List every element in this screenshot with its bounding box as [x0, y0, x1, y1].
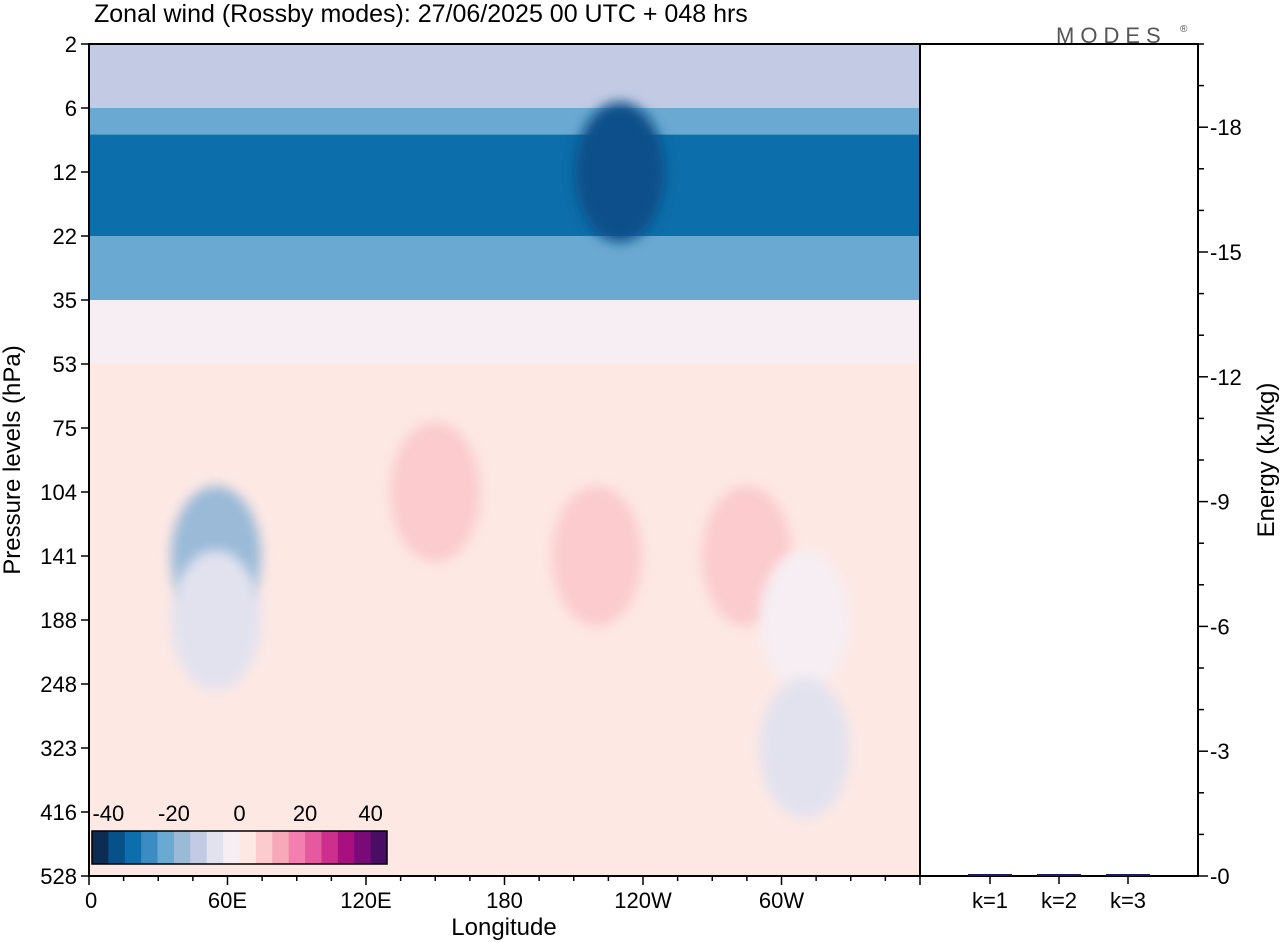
energy-bar [1037, 874, 1081, 876]
colorbar-label: 0 [233, 801, 245, 826]
y-tick-label: 53 [53, 352, 77, 377]
wind-patch [574, 102, 665, 242]
heatmap-area [89, 44, 920, 876]
colorbar-swatch [370, 831, 388, 864]
x-tick-label: 60W [759, 888, 804, 913]
y-tick-label: 22 [53, 224, 77, 249]
colorbar-swatch [288, 831, 306, 864]
colorbar-swatch [141, 831, 159, 864]
colorbar-swatch [272, 831, 290, 864]
colorbar-swatch [190, 831, 208, 864]
wind-patch [551, 486, 642, 626]
energy-tick-label: -6 [1210, 614, 1230, 639]
colorbar-swatch [173, 831, 191, 864]
k-label: k=2 [1041, 888, 1077, 913]
x-axis-label: Longitude [451, 914, 556, 941]
y-tick-label: 104 [40, 480, 77, 505]
y-tick-label: 75 [53, 416, 77, 441]
wind-patch [759, 550, 850, 690]
colorbar-swatch [206, 831, 224, 864]
energy-axis-label: Energy (kJ/kg) [1253, 383, 1280, 538]
y-tick-label: 323 [40, 736, 77, 761]
colorbar-swatch [124, 831, 142, 864]
colorbar-label: -20 [158, 801, 190, 826]
colorbar-swatch [92, 831, 109, 864]
modes-logo-mark: ® [1180, 24, 1188, 35]
energy-tick-label: -0 [1210, 864, 1230, 889]
x-tick-label: 60E [208, 888, 247, 913]
pressure-axis: 2 6 12 22 35 53 75 104 141 188 248 323 416 528 [40, 32, 89, 889]
wind-band [89, 44, 920, 108]
energy-tick-label: -3 [1210, 739, 1230, 764]
x-tick-label: 120E [340, 888, 391, 913]
colorbar-swatch [354, 831, 372, 864]
colorbar-swatch [108, 831, 126, 864]
energy-tick-label: -15 [1210, 240, 1242, 265]
k-label: k=3 [1110, 888, 1146, 913]
chart-title: Zonal wind (Rossby modes): 27/06/2025 00… [94, 0, 748, 28]
colorbar-swatch [255, 831, 273, 864]
wind-band [89, 236, 920, 300]
y-tick-label: 6 [65, 96, 77, 121]
energy-bars [968, 874, 1150, 876]
wind-band [89, 172, 920, 236]
wind-band [89, 108, 920, 135]
wind-band [89, 300, 920, 364]
colorbar-swatch [239, 831, 257, 864]
colorbar-swatch [223, 831, 240, 864]
energy-tick-label: -12 [1210, 365, 1242, 390]
colorbar-swatch [337, 831, 355, 864]
x-tick-label: 0 [85, 888, 97, 913]
k-label: k=1 [972, 888, 1008, 913]
wavenumber-labels: k=1 k=2 k=3 [972, 876, 1146, 913]
y-tick-label: 2 [65, 32, 77, 57]
energy-bar [1106, 874, 1150, 876]
colorbar-label: 20 [293, 801, 317, 826]
colorbar-label: 40 [358, 801, 382, 826]
y-tick-label: 528 [40, 864, 77, 889]
y-tick-label: 12 [53, 160, 77, 185]
y-axis-label: Pressure levels (hPa) [0, 345, 26, 574]
colorbar-label: -40 [92, 801, 124, 826]
y-tick-label: 188 [40, 608, 77, 633]
colorbar: -40 -20 0 20 40 [91, 801, 388, 865]
colorbar-swatch [157, 831, 175, 864]
energy-axis: -0 -3 -6 -9 -12 -15 -18 [1198, 43, 1242, 889]
longitude-axis: 0 60E 120E 180 120W 60W [85, 876, 921, 913]
energy-tick-label: -9 [1210, 490, 1230, 515]
energy-panel-frame [919, 43, 1199, 877]
energy-tick-label: -18 [1210, 115, 1242, 140]
x-tick-label: 180 [486, 888, 523, 913]
y-tick-label: 35 [53, 288, 77, 313]
colorbar-swatch [321, 831, 339, 864]
wind-patch [759, 678, 850, 818]
colorbar-frame [91, 830, 388, 865]
y-tick-label: 416 [40, 800, 77, 825]
colorbar-swatch [305, 831, 322, 864]
wind-patch [170, 550, 261, 690]
wind-patch [390, 422, 481, 562]
y-tick-label: 141 [40, 544, 77, 569]
energy-bar [968, 874, 1012, 876]
x-tick-label: 120W [614, 888, 672, 913]
y-tick-label: 248 [40, 672, 77, 697]
wind-band [89, 134, 920, 172]
